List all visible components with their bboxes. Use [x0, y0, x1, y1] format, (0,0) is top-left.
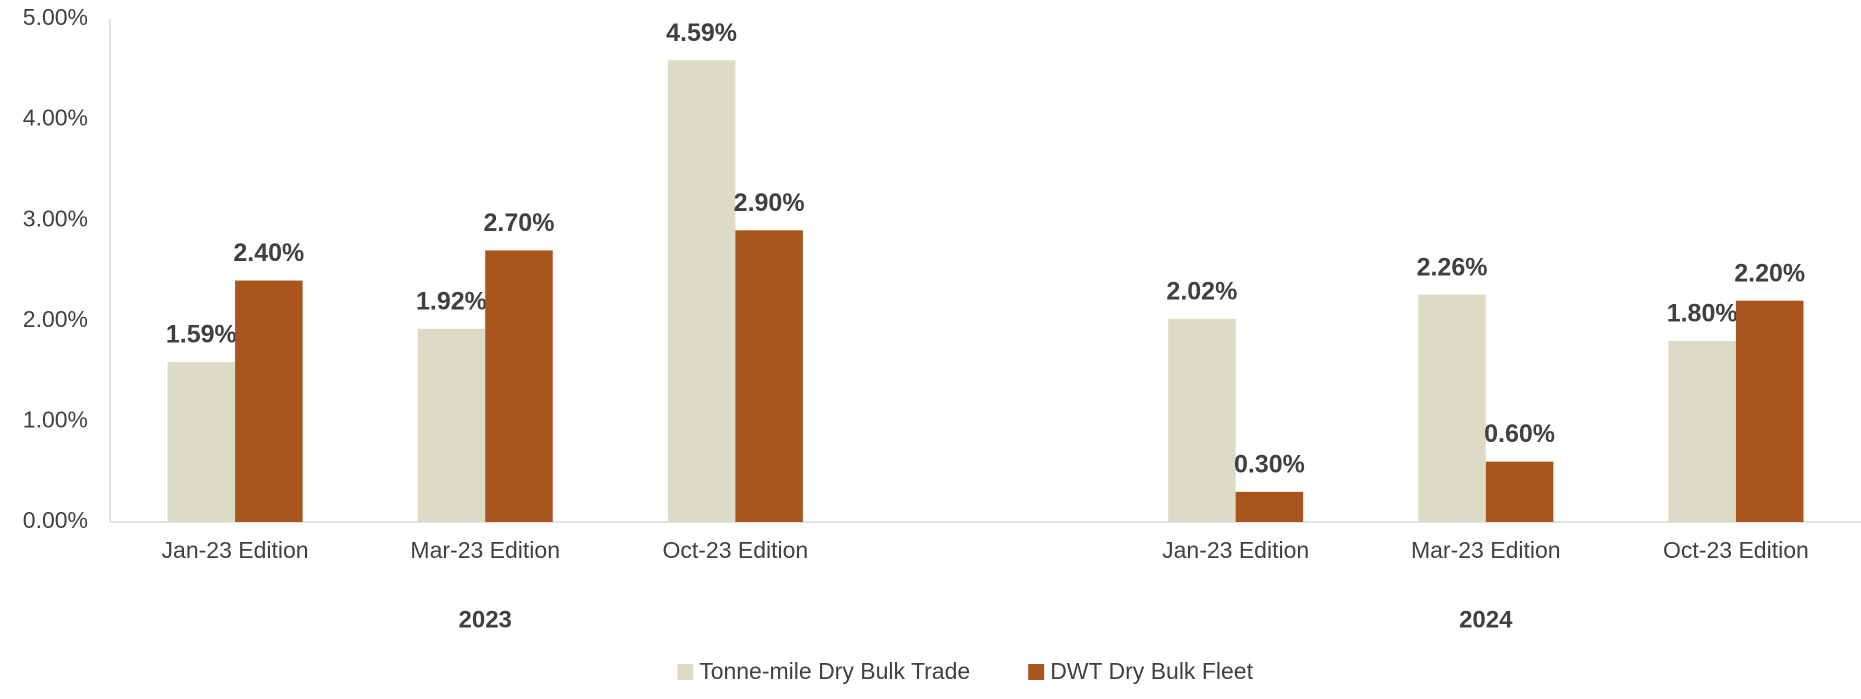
bar	[735, 230, 803, 522]
value-label: 0.60%	[1484, 420, 1555, 448]
bar	[1735, 300, 1804, 522]
x-tick-label: Jan-23 Edition	[162, 537, 309, 563]
bar	[1235, 491, 1304, 522]
y-tick-label: 2.00%	[23, 306, 88, 332]
group-label: 2024	[1459, 606, 1513, 633]
value-label: 2.02%	[1166, 277, 1237, 305]
y-tick-label: 0.00%	[23, 507, 88, 533]
bar	[1485, 461, 1554, 522]
value-label: 1.92%	[416, 287, 487, 315]
value-label: 2.70%	[484, 209, 555, 237]
y-tick-label: 3.00%	[23, 205, 88, 231]
value-label: 4.59%	[666, 19, 737, 47]
bar	[1418, 294, 1486, 522]
value-label: 1.59%	[166, 321, 237, 349]
bar	[485, 250, 553, 522]
x-tick-label: Mar-23 Edition	[410, 537, 560, 563]
bar	[1168, 318, 1236, 522]
legend-label: DWT Dry Bulk Fleet	[1050, 658, 1253, 684]
y-tick-label: 1.00%	[23, 406, 88, 432]
legend-label: Tonne-mile Dry Bulk Trade	[699, 658, 970, 684]
group-label: 2023	[459, 606, 512, 633]
x-tick-label: Jan-23 Edition	[1162, 537, 1309, 563]
bar	[417, 328, 486, 522]
bar	[667, 60, 736, 522]
value-label: 2.26%	[1417, 253, 1488, 281]
x-tick-label: Oct-23 Edition	[662, 537, 808, 563]
x-tick-label: Oct-23 Edition	[1663, 537, 1809, 563]
legend-swatch	[677, 664, 694, 680]
bar	[235, 280, 303, 522]
y-tick-label: 5.00%	[23, 4, 88, 30]
value-label: 0.30%	[1234, 450, 1305, 478]
value-label: 2.90%	[734, 189, 805, 217]
bar	[167, 362, 236, 522]
y-tick-label: 4.00%	[23, 105, 88, 131]
bar	[1668, 340, 1736, 522]
value-label: 2.40%	[233, 239, 304, 267]
legend-swatch	[1028, 664, 1045, 680]
value-label: 2.20%	[1734, 259, 1805, 287]
x-tick-label: Mar-23 Edition	[1411, 537, 1561, 563]
value-label: 1.80%	[1667, 300, 1738, 328]
